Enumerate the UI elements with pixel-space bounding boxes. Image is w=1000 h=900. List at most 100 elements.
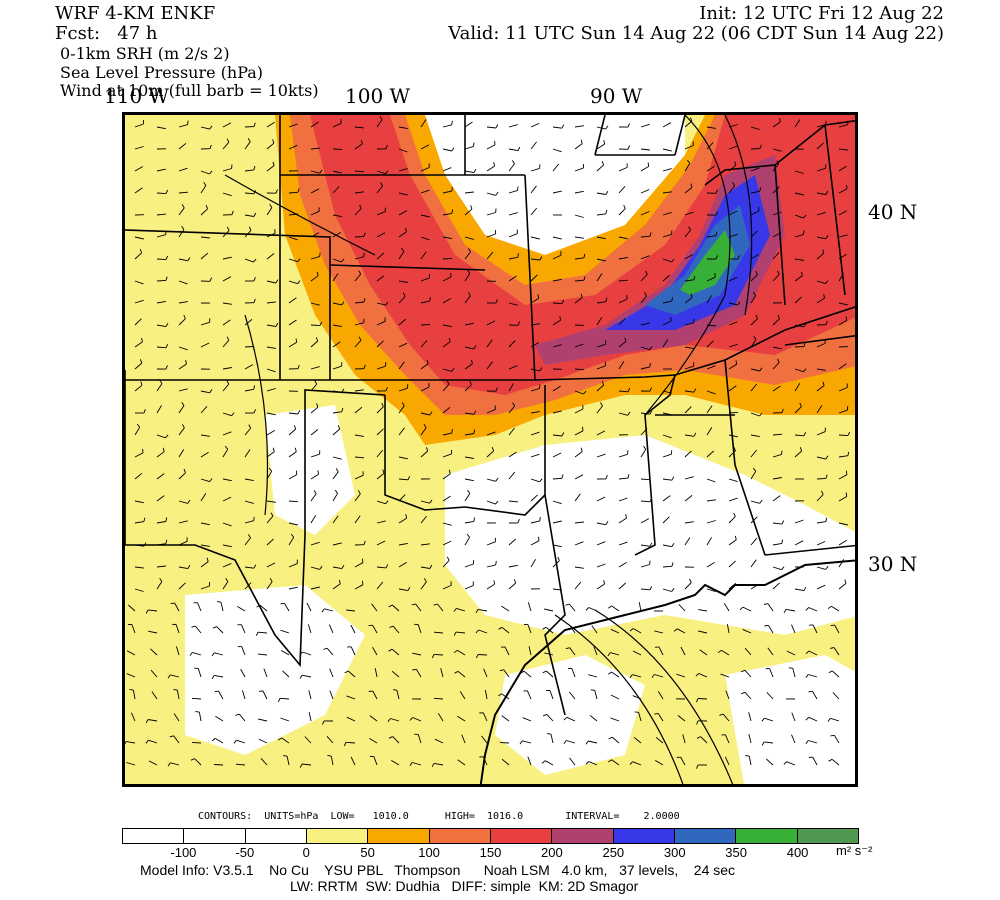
wind-barb xyxy=(786,761,796,766)
wind-barb-feather xyxy=(605,125,609,130)
wind-barb-feather xyxy=(603,140,606,145)
wind-barb-feather xyxy=(405,227,407,233)
wind-barb xyxy=(244,169,254,172)
wind-barb-feather xyxy=(473,345,477,350)
wind-barb xyxy=(530,185,537,194)
wind-barb-feather xyxy=(822,249,825,254)
wind-barb xyxy=(191,697,202,700)
wind-barb-feather xyxy=(143,409,146,414)
wind-barb-feather xyxy=(563,740,567,744)
wind-barb xyxy=(684,450,692,458)
wind-barb xyxy=(706,588,716,593)
wind-barb-feather xyxy=(467,489,471,494)
wind-barb xyxy=(442,432,452,436)
wind-barb-feather xyxy=(605,209,608,214)
wind-barb xyxy=(376,252,385,260)
wind-barb xyxy=(530,236,540,240)
wind-barb xyxy=(354,170,365,173)
wind-barb xyxy=(552,163,560,172)
wind-barb xyxy=(266,515,274,524)
wind-barb-feather xyxy=(512,402,515,407)
wind-barb xyxy=(398,561,407,568)
wind-barb xyxy=(391,648,400,656)
wind-barb-feather xyxy=(539,516,541,521)
wind-barb xyxy=(794,296,802,304)
wind-barb xyxy=(244,520,254,524)
wind-barb xyxy=(552,588,562,591)
wind-barb xyxy=(662,565,673,568)
wind-barb xyxy=(280,629,290,634)
wind-barb xyxy=(130,712,136,722)
wind-barb xyxy=(222,522,232,527)
wind-barb xyxy=(178,363,187,370)
wind-barb xyxy=(640,255,650,260)
wind-barb xyxy=(262,690,268,700)
wind-barb-feather xyxy=(211,738,216,742)
wind-barb xyxy=(376,170,386,175)
wind-barb xyxy=(611,759,620,766)
wind-barb-feather xyxy=(585,761,590,765)
wind-barb xyxy=(350,646,356,656)
wind-barb xyxy=(442,257,453,260)
wind-barb xyxy=(354,406,363,414)
wind-barb xyxy=(662,544,672,548)
wind-barb xyxy=(618,236,628,240)
wind-barb xyxy=(728,145,738,150)
wind-barb xyxy=(728,385,737,392)
wind-barb-feather xyxy=(297,188,300,193)
wind-barb xyxy=(588,761,598,766)
wind-barb xyxy=(728,450,736,458)
wind-barb xyxy=(175,646,180,656)
wind-barb-feather xyxy=(580,447,583,452)
wind-barb xyxy=(552,319,561,326)
wind-barb-feather xyxy=(623,204,626,209)
wind-barb-feather xyxy=(145,719,149,724)
wind-barb-feather xyxy=(145,739,149,744)
srh-colorbar xyxy=(122,828,859,844)
wind-barb xyxy=(545,670,554,678)
wind-barb-feather xyxy=(226,336,230,341)
wind-barb xyxy=(173,713,180,722)
wind-barb xyxy=(552,434,562,437)
wind-barb xyxy=(376,302,386,306)
wind-barb xyxy=(832,692,840,700)
wind-barb xyxy=(288,258,298,263)
wind-barb xyxy=(178,207,185,216)
wind-barb-feather xyxy=(195,710,200,713)
wind-barb xyxy=(148,760,158,766)
wind-barb-feather xyxy=(557,556,560,561)
wind-barb xyxy=(398,361,405,370)
wind-barb xyxy=(222,276,232,282)
wind-barb xyxy=(794,258,804,261)
wind-barb-feather xyxy=(719,713,724,716)
wind-barb-feather xyxy=(847,431,851,436)
wind-barb-feather xyxy=(454,670,459,674)
wind-barb xyxy=(464,170,474,174)
srh-low-region xyxy=(185,585,365,755)
wind-barb xyxy=(151,691,158,700)
wind-barb xyxy=(222,319,231,326)
wind-barb-feather xyxy=(537,294,540,299)
wind-barb xyxy=(194,758,202,766)
wind-barb xyxy=(677,715,686,722)
wind-barb xyxy=(442,167,452,172)
wind-barb-feather xyxy=(779,117,781,123)
wind-barb-feather xyxy=(601,160,605,166)
wind-barb xyxy=(552,126,562,129)
wind-barb xyxy=(200,493,207,502)
wind-barb xyxy=(640,295,647,304)
wind-barb-feather xyxy=(845,470,848,475)
wind-barb xyxy=(197,668,202,678)
wind-barb xyxy=(767,647,774,656)
wind-barb-feather xyxy=(385,500,389,505)
wind-barb xyxy=(706,390,716,395)
wind-barb xyxy=(838,496,848,502)
wind-barb xyxy=(794,119,801,128)
wind-barb xyxy=(610,717,620,722)
wind-barb-feather xyxy=(777,358,780,363)
wind-barb-feather xyxy=(253,122,256,127)
wind-barb-feather xyxy=(467,292,471,297)
wind-barb xyxy=(266,451,275,458)
wind-barb-feather xyxy=(805,650,810,655)
wind-barb-feather xyxy=(473,429,476,434)
